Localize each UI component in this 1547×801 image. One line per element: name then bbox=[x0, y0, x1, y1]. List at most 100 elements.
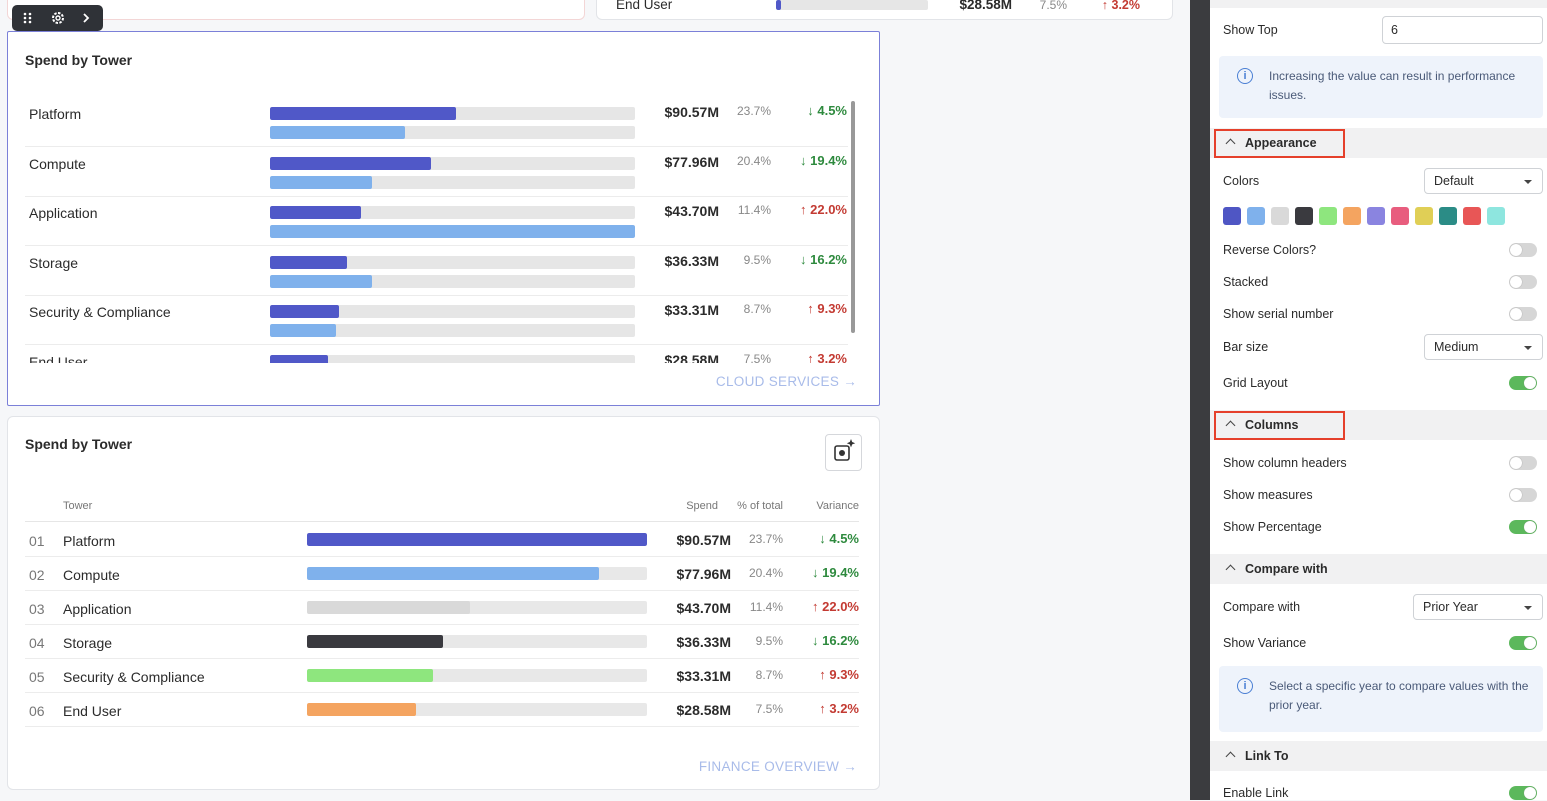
bar bbox=[270, 305, 340, 319]
color-swatch[interactable] bbox=[1415, 207, 1433, 225]
field-label: Stacked bbox=[1223, 275, 1269, 289]
select[interactable]: Default bbox=[1424, 168, 1543, 194]
tower-label: Platform bbox=[63, 533, 116, 549]
toggle-knob bbox=[1510, 244, 1522, 256]
bar bbox=[270, 255, 347, 269]
toggle-knob bbox=[1510, 308, 1522, 320]
bar-track bbox=[270, 156, 635, 170]
percent: 8.7% bbox=[743, 302, 771, 317]
bar bbox=[270, 107, 457, 120]
toggle[interactable] bbox=[1509, 376, 1537, 390]
widget-card: Spend by Tower Platform $90.57M 23.7% ↓ 4.5… bbox=[7, 31, 880, 406]
field-label: Show measures bbox=[1223, 488, 1313, 502]
bar-track bbox=[307, 601, 647, 614]
color-swatch[interactable] bbox=[1391, 207, 1409, 225]
color-swatch[interactable] bbox=[1271, 207, 1289, 225]
toggle[interactable] bbox=[1509, 275, 1537, 289]
field-label: Enable Link bbox=[1223, 786, 1289, 800]
bar-track bbox=[270, 107, 635, 120]
ai-button[interactable] bbox=[825, 434, 862, 471]
toggle-knob bbox=[1524, 637, 1536, 649]
spend: $33.31M bbox=[676, 668, 731, 684]
toggle-knob bbox=[1510, 489, 1522, 501]
col-header: Tower bbox=[63, 500, 93, 512]
color-swatch[interactable] bbox=[1487, 207, 1505, 225]
spend: $28.58M bbox=[664, 352, 719, 363]
link[interactable]: FINANCE OVERVIEW → bbox=[698, 759, 857, 774]
toggle[interactable] bbox=[1509, 488, 1537, 502]
toggle[interactable] bbox=[1509, 786, 1537, 800]
section-title[interactable]: Compare with bbox=[1245, 562, 1328, 576]
variance: ↓ 4.5% bbox=[807, 103, 847, 118]
bar-track bbox=[270, 305, 635, 319]
tower-label: Compute bbox=[29, 155, 86, 172]
toolbar-icons[interactable] bbox=[22, 11, 96, 25]
color-swatch[interactable] bbox=[1439, 207, 1457, 225]
section-title[interactable]: Columns bbox=[1245, 418, 1299, 432]
row-separator bbox=[25, 195, 848, 197]
ai-icon bbox=[834, 439, 856, 461]
tower-label: End User bbox=[29, 354, 88, 363]
variance: ↓ 19.4% bbox=[800, 152, 847, 168]
toggle-knob bbox=[1524, 377, 1536, 389]
field-label: Compare with bbox=[1223, 600, 1301, 614]
bar-track bbox=[270, 274, 635, 288]
toggle[interactable] bbox=[1509, 307, 1537, 321]
color-swatch[interactable] bbox=[1319, 207, 1337, 225]
variance: ↓ 16.2% bbox=[812, 633, 859, 648]
variance: ↑ 3.2% bbox=[807, 351, 847, 363]
info-icon: i bbox=[1237, 68, 1253, 84]
section-title[interactable]: Appearance bbox=[1245, 136, 1317, 150]
toggle[interactable] bbox=[1509, 243, 1537, 257]
spend: $33.31M bbox=[664, 302, 719, 319]
row-separator bbox=[25, 245, 848, 247]
color-swatch[interactable] bbox=[1463, 207, 1481, 225]
text-input[interactable]: 6 bbox=[1382, 16, 1543, 44]
color-swatch[interactable] bbox=[1343, 207, 1361, 225]
scrollbar[interactable] bbox=[851, 101, 855, 333]
row-separator bbox=[25, 658, 859, 659]
toggle[interactable] bbox=[1509, 520, 1537, 534]
table: Tower Spend % of total Variance 01 Platform $9… bbox=[8, 417, 881, 791]
field-label: Show serial number bbox=[1223, 307, 1334, 321]
color-swatch[interactable] bbox=[1223, 207, 1241, 225]
bar bbox=[270, 206, 362, 220]
widget-card: Spend by Tower Tower Spend % of total Varia… bbox=[7, 416, 880, 790]
bar-track bbox=[307, 669, 647, 682]
select[interactable]: Medium bbox=[1424, 334, 1543, 360]
color-swatch[interactable] bbox=[1367, 207, 1385, 225]
bar-track bbox=[270, 255, 635, 269]
color-swatch[interactable] bbox=[1295, 207, 1313, 225]
row-separator bbox=[25, 590, 859, 591]
spend: $77.96M bbox=[664, 153, 719, 170]
row-separator bbox=[25, 726, 859, 727]
toggle[interactable] bbox=[1509, 456, 1537, 470]
toggle[interactable] bbox=[1509, 636, 1537, 650]
card-title: Spend by Tower bbox=[25, 52, 133, 68]
bar-track bbox=[270, 206, 635, 220]
spend: $43.70M bbox=[664, 203, 719, 220]
panel-divider bbox=[1190, 0, 1210, 800]
rank: 03 bbox=[29, 601, 45, 617]
link[interactable]: CLOUD SERVICES → bbox=[715, 374, 857, 389]
bar bbox=[270, 274, 373, 288]
color-swatch[interactable] bbox=[1247, 207, 1265, 225]
variance: ↓ 16.2% bbox=[800, 251, 847, 267]
info-box bbox=[1219, 56, 1543, 118]
row-separator bbox=[25, 556, 859, 557]
col-header: % of total bbox=[737, 500, 783, 512]
percent: 20.4% bbox=[748, 566, 783, 580]
field-label: Show Variance bbox=[1223, 636, 1307, 650]
spend: $43.70M bbox=[676, 600, 731, 616]
select[interactable]: Prior Year bbox=[1413, 594, 1543, 620]
bar bbox=[270, 156, 431, 170]
percent: 11.4% bbox=[749, 600, 783, 614]
section-title[interactable]: Link To bbox=[1245, 749, 1289, 763]
percent: 9.5% bbox=[755, 634, 783, 648]
field-label: Reverse Colors? bbox=[1223, 243, 1317, 257]
rows: Platform $90.57M 23.7% ↓ 4.5% Compute $77.96M… bbox=[8, 96, 853, 363]
rank: 05 bbox=[29, 669, 45, 685]
spend: $77.96M bbox=[676, 566, 731, 582]
tower-label: Compute bbox=[63, 567, 120, 583]
card-title: Spend by Tower bbox=[25, 436, 133, 452]
